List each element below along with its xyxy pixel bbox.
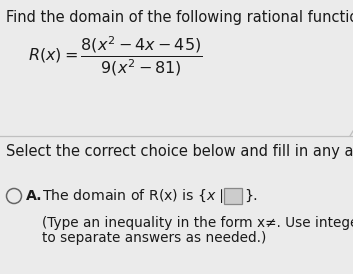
Text: (Type an inequality in the form x≠. Use integer: (Type an inequality in the form x≠. Use … [42,216,353,230]
Text: }.: }. [244,189,258,203]
Text: $R(x)=\dfrac{8\left(x^2-4x-45\right)}{9\left(x^2-81\right)}$: $R(x)=\dfrac{8\left(x^2-4x-45\right)}{9\… [28,34,202,78]
Text: Select the correct choice below and fill in any answer b: Select the correct choice below and fill… [6,144,353,159]
Text: The domain of R(x) is $\{x\mid$: The domain of R(x) is $\{x\mid$ [42,187,224,205]
Text: Find the domain of the following rational function.: Find the domain of the following rationa… [6,10,353,25]
FancyBboxPatch shape [224,188,242,204]
Text: A.: A. [26,189,43,203]
Text: to separate answers as needed.): to separate answers as needed.) [42,231,267,245]
